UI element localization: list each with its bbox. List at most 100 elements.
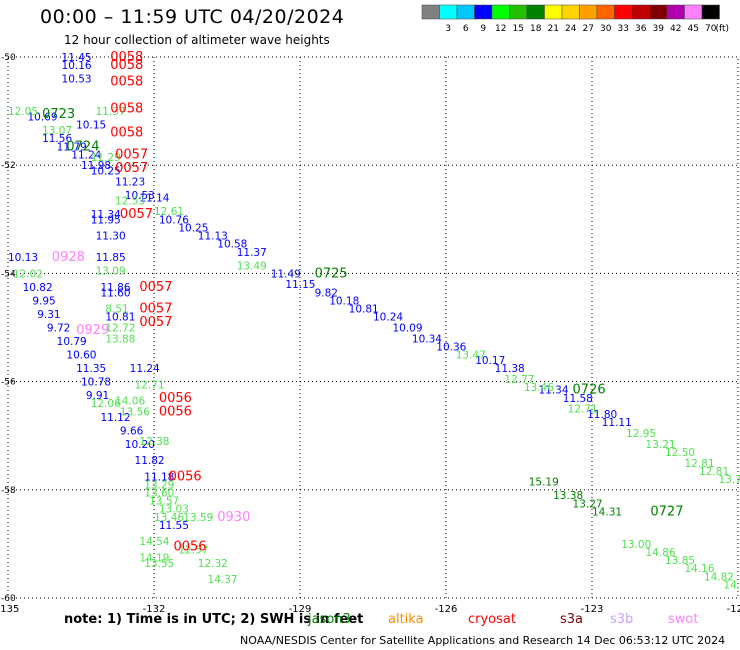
wave-height-label: 12.02 (13, 268, 43, 280)
pass-time-label: 0723 (42, 107, 75, 122)
wave-height-label: 11.13 (198, 231, 228, 243)
colorbar-swatch (684, 4, 703, 20)
wave-height-label: 10.53 (125, 190, 155, 202)
wave-height-label: 11.15 (285, 279, 315, 291)
wave-height-label: 10.20 (125, 439, 155, 451)
wave-height-label: 10.16 (62, 60, 92, 72)
wave-height-label: 13.47 (456, 350, 486, 362)
wave-height-label: 11.23 (115, 176, 145, 188)
colorbar-swatch (491, 4, 510, 20)
wave-height-label: 10.79 (57, 336, 87, 348)
colorbar-label: 39 (653, 24, 665, 34)
wave-height-label: 13.56 (120, 406, 150, 418)
wave-height-label: 14.60 (723, 579, 740, 591)
colorbar-swatch (596, 4, 615, 20)
colorbar-label: 42 (670, 24, 681, 34)
wave-height-label: 11.86 (100, 282, 130, 294)
satellite-legend-jason3: jason3 (308, 612, 351, 627)
wave-height-label: 10.25 (91, 166, 121, 178)
colorbar-label: 12 (495, 24, 506, 34)
lon-tick-label: -135 (0, 604, 19, 615)
wave-height-label: 11.34 (91, 209, 121, 221)
axes: -135-132-129-126-123-120-50-52-54-56-58-… (0, 53, 740, 615)
wave-height-label: 11.14 (139, 193, 169, 205)
wave-height-label: 11.95 (91, 214, 121, 226)
colorbar-label: 21 (548, 24, 559, 34)
wave-height-label: 12.05 (8, 106, 38, 118)
wave-height-label: 11.60 (100, 287, 130, 299)
lon-tick-label: -132 (143, 604, 166, 615)
wave-height-label: 14.19 (139, 552, 169, 564)
colorbar-swatch (649, 4, 668, 20)
wave-height-label: 13.88 (105, 333, 135, 345)
wave-height-label: 10.82 (23, 282, 53, 294)
wave-height-label: 10.17 (475, 355, 505, 367)
colorbar-swatch (631, 4, 650, 20)
wave-height-label: 11.85 (96, 252, 126, 264)
satellite-legend-cryosat: cryosat (468, 612, 516, 627)
pass-time-label: 0930 (217, 510, 250, 525)
pass-time-label: 0057 (139, 315, 172, 330)
wave-height-label: 13.55 (144, 558, 174, 570)
colorbar-label: 9 (480, 24, 486, 34)
wave-height-label: 10.53 (62, 74, 92, 86)
wave-height-label: 13.07 (42, 125, 72, 137)
colorbar-label: 15 (513, 24, 524, 34)
wave-height-label: 11.24 (130, 363, 160, 375)
grid-lines (8, 57, 738, 598)
pass-time-label: 0727 (650, 504, 683, 519)
wave-height-label: 10.76 (159, 214, 189, 226)
wave-height-label: 14.37 (208, 574, 238, 586)
pass-time-label: 0058 (110, 74, 143, 89)
pass-time-label: 0725 (315, 266, 348, 281)
wave-height-label: 11.45 (62, 52, 92, 64)
wave-height-label: 12.57 (178, 544, 208, 556)
pass-time-label: 0057 (139, 302, 172, 317)
colorbar-swatch (439, 4, 458, 20)
wave-height-label: 10.15 (76, 120, 106, 132)
wave-height-label: 13.59 (183, 512, 213, 524)
colorbar-label: 27 (583, 24, 594, 34)
pass-time-label: 0726 (573, 383, 606, 398)
colorbar-label: 3 (445, 24, 451, 34)
wave-height-label: 13.09 (96, 266, 126, 278)
wave-height-label: 14.86 (646, 547, 676, 559)
satellite-legend-s3a: s3a (560, 612, 584, 627)
colorbar-swatch (701, 4, 720, 20)
wave-height-label: 10.60 (66, 350, 96, 362)
wave-height-label: 13.46 (524, 382, 554, 394)
colorbar-label: 24 (565, 24, 577, 34)
wave-height-label: 10.78 (81, 377, 111, 389)
colorbar-label: 6 (463, 24, 469, 34)
wave-height-label: 11.37 (96, 106, 126, 118)
wave-height-label: 13.38 (553, 490, 583, 502)
wave-height-label: 12.72 (105, 323, 135, 335)
wave-height-label: 13.03 (159, 504, 189, 516)
colorbar-swatch (666, 4, 685, 20)
pass-time-label: 0057 (115, 147, 148, 162)
wave-height-label: 13.29 (144, 479, 174, 491)
page-title: 00:00 – 11:59 UTC 04/20/2024 (40, 6, 345, 28)
wave-height-label: 12.06 (91, 398, 121, 410)
wave-height-label: 11.49 (271, 268, 301, 280)
wave-height-label: 13.57 (149, 496, 179, 508)
chart-subtitle: 12 hour collection of altimeter wave hei… (64, 33, 330, 47)
pass-time-label: 0724 (66, 139, 99, 154)
wave-height-label: 10.58 (217, 239, 247, 251)
colorbar-swatch (456, 4, 475, 20)
lon-tick-label: -120 (727, 604, 740, 615)
wave-height-label: 14.31 (592, 506, 622, 518)
colorbar-swatch (544, 4, 563, 20)
wave-height-label: 11.82 (135, 455, 165, 467)
satellite-legend-s3b: s3b (610, 612, 634, 627)
wave-height-label: 12.32 (198, 558, 228, 570)
colorbar-unit: (ft) (716, 24, 730, 34)
wave-height-label: 11.56 (42, 133, 72, 145)
wave-height-label: 14.16 (684, 563, 714, 575)
colorbar-swatch (474, 4, 493, 20)
wave-height-label: 9.95 (32, 295, 55, 307)
wave-height-label: 11.98 (81, 160, 111, 172)
colorbar-swatch (421, 4, 440, 20)
wave-height-label: 11.34 (538, 385, 568, 397)
